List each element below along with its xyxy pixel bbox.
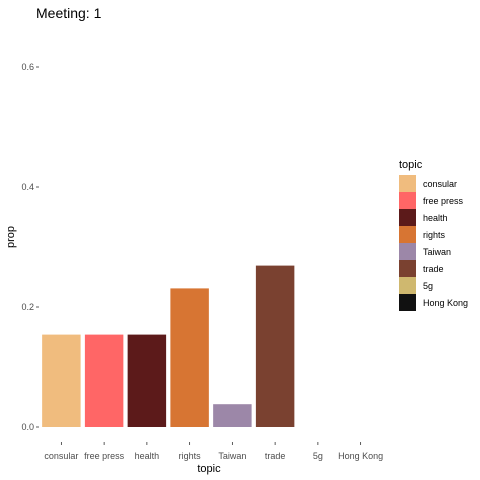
y-tick-label: 0.2 (21, 302, 34, 312)
legend-label: trade (423, 264, 444, 274)
bar-health (127, 334, 167, 427)
bar-free-press (84, 334, 124, 427)
x-tick-label: trade (265, 451, 286, 461)
legend-label: Hong Kong (423, 298, 468, 308)
legend-swatch (399, 294, 416, 311)
bars (42, 265, 295, 427)
x-tick-label: rights (179, 451, 202, 461)
legend-swatch (399, 209, 416, 226)
legend-label: rights (423, 230, 446, 240)
x-tick-label: Taiwan (218, 451, 246, 461)
y-tick-label: 0.6 (21, 62, 34, 72)
y-axis-title: prop (5, 226, 17, 248)
x-tick-label: 5g (313, 451, 323, 461)
bar-rights (170, 288, 209, 427)
legend-label: 5g (423, 281, 433, 291)
x-tick-label: health (135, 451, 160, 461)
legend-swatch (399, 192, 416, 209)
bar-trade (255, 265, 295, 427)
y-axis: 0.0 0.2 0.4 0.6 (21, 62, 39, 432)
legend-title: topic (399, 159, 423, 171)
x-axis: consular free press health rights Taiwan trad… (44, 442, 383, 461)
y-tick-label: 0.0 (21, 422, 34, 432)
x-tick-label: consular (44, 451, 78, 461)
x-tick-label: free press (84, 451, 125, 461)
legend-label: free press (423, 196, 464, 206)
legend: topic consular free press health rights Taiw… (399, 159, 468, 311)
legend-swatch (399, 277, 416, 294)
legend-label: health (423, 213, 448, 223)
bar-consular (42, 334, 81, 427)
y-tick-label: 0.4 (21, 182, 34, 192)
x-tick-label: Hong Kong (338, 451, 383, 461)
chart-title: Meeting: 1 (36, 5, 102, 21)
x-axis-title: topic (197, 463, 221, 475)
legend-swatch (399, 243, 416, 260)
legend-label: consular (423, 179, 457, 189)
bar-taiwan (213, 404, 252, 427)
legend-swatch (399, 260, 416, 277)
legend-swatch (399, 175, 416, 192)
legend-swatch (399, 226, 416, 243)
legend-label: Taiwan (423, 247, 451, 257)
